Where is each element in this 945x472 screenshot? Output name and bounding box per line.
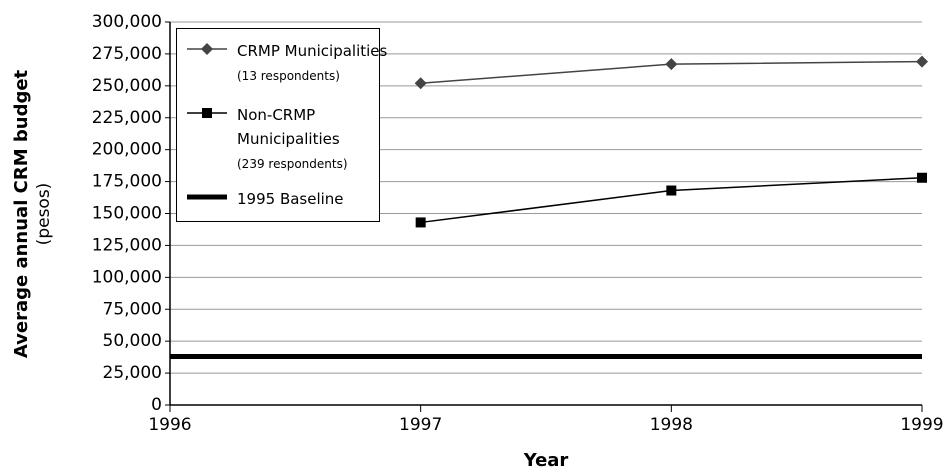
legend: CRMP Municipalities (13 respondents) Non-C…: [176, 28, 387, 222]
y-axis-label: Average annual CRM budget: [11, 69, 32, 358]
legend-swatch: [187, 194, 227, 200]
y-tick-label: 25,000: [103, 363, 162, 383]
y-tick-label: 150,000: [92, 204, 162, 224]
x-axis-label: Year: [523, 450, 569, 471]
legend-item: Non-CRMP Municipalities (239 respondents): [185, 103, 375, 171]
legend-note: (239 respondents): [237, 157, 348, 171]
x-tick-label: 1996: [148, 415, 191, 435]
x-tick-label: 1998: [650, 415, 693, 435]
y-tick-label: 0: [151, 395, 162, 415]
legend-item: 1995 Baseline: [185, 187, 375, 211]
y-tick-label: 175,000: [92, 172, 162, 192]
y-tick-label: 75,000: [103, 299, 162, 319]
series-line: [420, 177, 923, 224]
y-axis-unit: (pesos): [34, 183, 54, 246]
legend-label: 1995 Baseline: [237, 190, 344, 208]
y-tick-label: 100,000: [92, 267, 162, 287]
marker: [665, 58, 678, 71]
legend-label: CRMP Municipalities: [237, 42, 388, 60]
marker: [415, 217, 426, 228]
legend-text: Non-CRMP Municipalities (239 respondents): [237, 103, 348, 171]
marker: [917, 172, 927, 183]
y-tick-label: 200,000: [92, 140, 162, 160]
y-tick-label: 250,000: [92, 76, 162, 96]
marker: [414, 77, 427, 90]
x-tick-label: 1997: [399, 415, 442, 435]
legend-label: Non-CRMP Municipalities: [237, 106, 340, 148]
legend-swatch: [187, 108, 227, 118]
y-tick-label: 300,000: [92, 12, 162, 32]
y-tick-label: 275,000: [92, 44, 162, 64]
marker: [201, 43, 213, 55]
legend-text: 1995 Baseline: [237, 187, 344, 211]
marker: [202, 108, 212, 118]
legend-note: (13 respondents): [237, 69, 340, 83]
legend-item: CRMP Municipalities (13 respondents): [185, 39, 387, 83]
legend-text: CRMP Municipalities (13 respondents): [237, 39, 417, 83]
legend-swatch: [187, 43, 227, 55]
y-tick-label: 225,000: [92, 108, 162, 128]
marker: [666, 185, 677, 196]
y-tick-label: 50,000: [103, 331, 162, 351]
x-tick-label: 1999: [900, 415, 943, 435]
marker: [916, 55, 928, 68]
y-tick-label: 125,000: [92, 235, 162, 255]
